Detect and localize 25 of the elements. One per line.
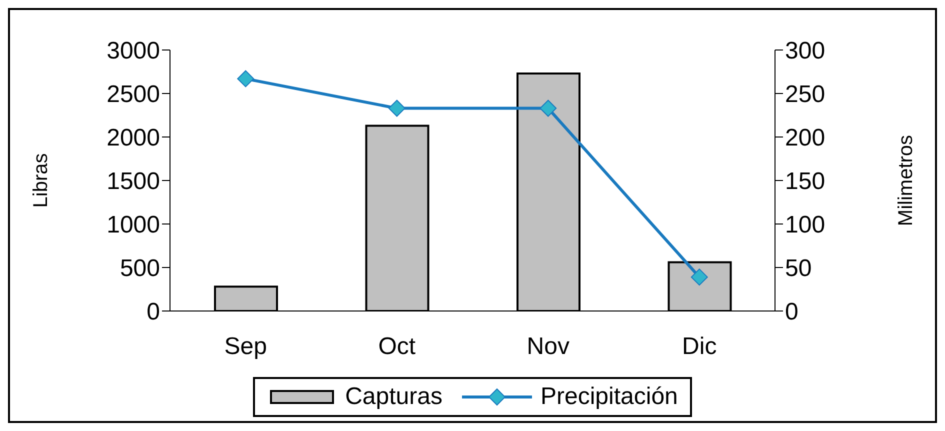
x-tick-label: Dic bbox=[682, 333, 717, 360]
legend-label: Capturas bbox=[345, 383, 442, 411]
y2-tick-label: 200 bbox=[785, 124, 826, 152]
y2-axis-title: Milimetros bbox=[895, 134, 918, 226]
y2-tick-label: 50 bbox=[785, 255, 812, 282]
y-tick-label: 2500 bbox=[106, 81, 160, 108]
y-tick-label: 3000 bbox=[106, 38, 160, 65]
point bbox=[540, 100, 557, 117]
x-tick-label: Oct bbox=[378, 333, 416, 360]
y2-tick-label: 300 bbox=[785, 38, 826, 65]
x-tick-label: Sep bbox=[224, 333, 267, 360]
y-axis-title: Libras bbox=[30, 153, 52, 208]
y-tick-label: 1000 bbox=[106, 212, 160, 239]
y-tick-label: 2000 bbox=[106, 124, 160, 152]
point bbox=[237, 70, 254, 88]
y2-tick-label: 100 bbox=[785, 212, 826, 239]
legend-label: Precipitación bbox=[540, 383, 678, 411]
y-tick-label: 0 bbox=[146, 298, 160, 326]
point bbox=[388, 100, 406, 117]
y2-tick-label: 250 bbox=[785, 81, 826, 108]
x-tick-label: Nov bbox=[526, 333, 570, 360]
y-tick-label: 1500 bbox=[106, 168, 160, 196]
y-tick-label: 500 bbox=[120, 255, 160, 282]
y2-tick-label: 0 bbox=[785, 298, 798, 326]
y2-tick-label: 150 bbox=[785, 168, 826, 196]
